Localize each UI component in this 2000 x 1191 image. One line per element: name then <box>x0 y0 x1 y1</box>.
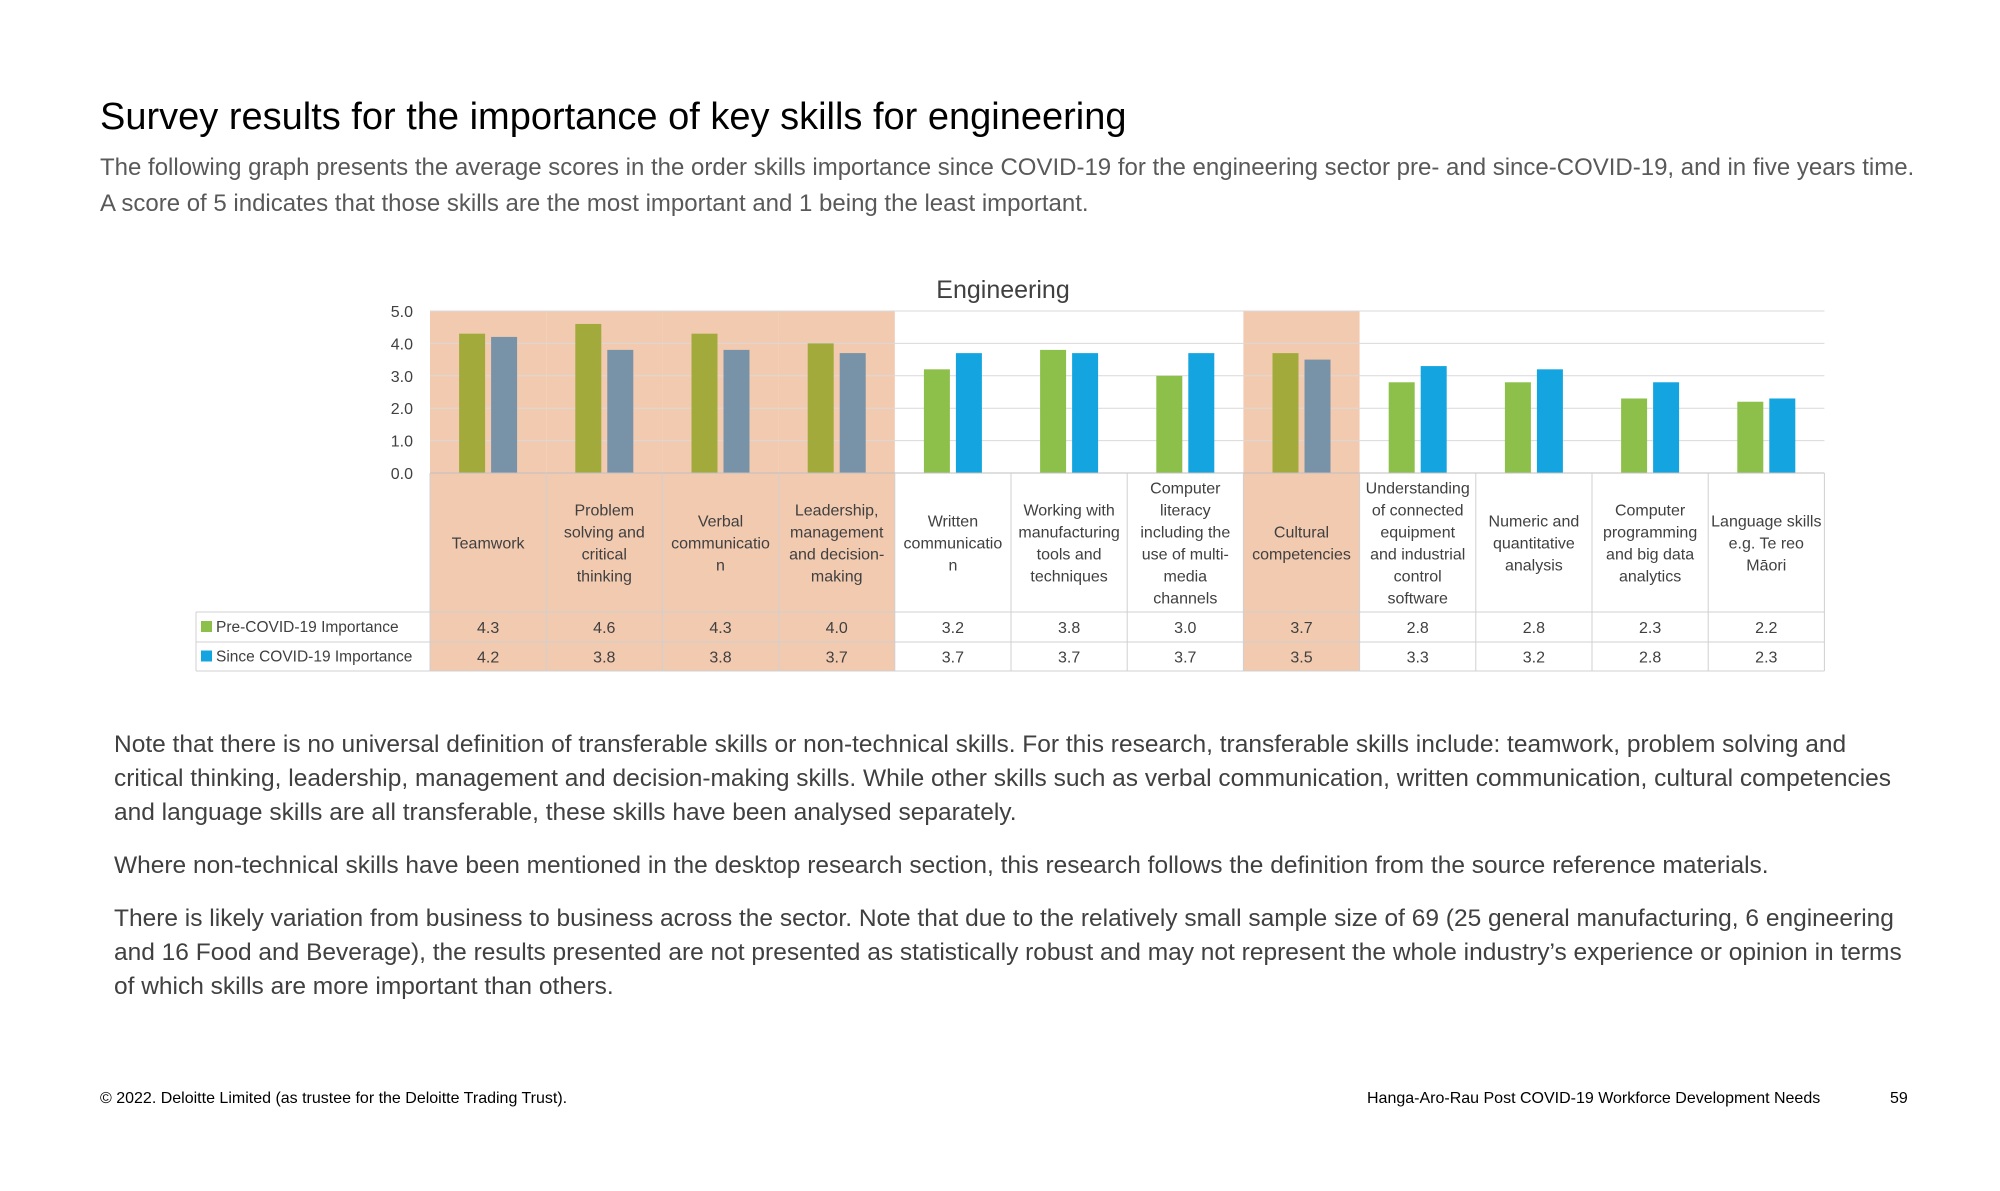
note-paragraph-desktop-research: Where non-technical skills have been men… <box>114 852 1769 879</box>
bar-since-covid <box>1536 369 1563 473</box>
category-label: Understanding of connected equipment and in… <box>1366 481 1470 608</box>
bar-pre-covid <box>1621 398 1648 473</box>
data-label: 2.3 <box>1755 650 1777 667</box>
highlight-band <box>1243 311 1360 671</box>
bar-since-covid <box>839 353 866 473</box>
category-label: Verbal communicatio n <box>671 514 770 575</box>
note-paragraph-definitions: Note that there is no universal definiti… <box>114 731 1892 826</box>
data-label: 3.5 <box>1290 650 1312 667</box>
category-label: Leadership, management and decision-making <box>789 503 884 586</box>
legend-swatch <box>201 650 212 662</box>
chart-title: Engineering <box>936 276 1069 304</box>
bar-pre-covid <box>459 333 486 473</box>
data-label: 4.6 <box>593 620 615 637</box>
y-tick-label: 1.0 <box>391 434 413 451</box>
bar-since-covid <box>1072 353 1099 473</box>
bar-since-covid <box>1653 382 1680 473</box>
data-label: 3.0 <box>1174 620 1196 637</box>
y-tick-label: 4.0 <box>391 336 413 353</box>
bar-pre-covid <box>1504 382 1531 473</box>
bar-since-covid <box>1188 353 1215 473</box>
highlight-band <box>662 311 779 671</box>
bar-since-covid <box>1420 366 1447 473</box>
y-tick-label: 5.0 <box>391 304 413 321</box>
category-label: Computer literacy including the use of mult… <box>1140 481 1230 608</box>
page-title: Survey results for the importance of key… <box>100 96 1127 138</box>
data-label: 4.0 <box>826 620 848 637</box>
page-number: 59 <box>1890 1090 1908 1107</box>
bar-since-covid <box>491 336 518 473</box>
highlight-band <box>546 311 663 671</box>
y-tick-label: 3.0 <box>391 369 413 386</box>
data-label: 3.2 <box>1523 650 1545 667</box>
data-label: 3.7 <box>1058 650 1080 667</box>
footer-copyright: © 2022. Deloitte Limited (as trustee for… <box>100 1090 568 1107</box>
category-label: Written communicatio n <box>904 514 1003 575</box>
category-label: Numeric and quantitative analysis <box>1489 514 1580 575</box>
category-label: Computer programming and big data analytics <box>1603 503 1697 586</box>
bar-pre-covid <box>1737 401 1764 473</box>
bar-since-covid <box>723 349 750 473</box>
footer-report-title: Hanga-Aro-Rau Post COVID-19 Workforce De… <box>1367 1090 1821 1107</box>
category-label: Language skills e.g. Te reo Māori <box>1711 514 1821 575</box>
bar-pre-covid <box>1388 382 1415 473</box>
y-tick-label: 0.0 <box>391 466 413 483</box>
category-label: Problem solving and critical thinking <box>564 503 645 586</box>
data-label: 3.7 <box>1174 650 1196 667</box>
bar-pre-covid <box>691 333 718 473</box>
bar-pre-covid <box>807 343 834 473</box>
legend-label: Since COVID-19 Importance <box>216 649 412 666</box>
category-label: Cultural competencies <box>1252 525 1351 564</box>
bar-pre-covid <box>923 369 950 473</box>
y-tick-label: 2.0 <box>391 401 413 418</box>
legend-swatch <box>201 621 212 632</box>
data-label: 4.3 <box>477 620 499 637</box>
category-label: Teamwork <box>452 536 526 553</box>
note-paragraph-sample-size: There is likely variation from business … <box>114 905 1902 1000</box>
data-label: 3.7 <box>826 650 848 667</box>
legend-label: Pre-COVID-19 Importance <box>216 619 399 636</box>
data-label: 3.7 <box>1290 620 1312 637</box>
data-label: 3.3 <box>1407 650 1429 667</box>
data-label: 2.2 <box>1755 620 1777 637</box>
bar-pre-covid <box>575 323 602 473</box>
data-label: 3.8 <box>1058 620 1080 637</box>
data-label: 3.7 <box>942 650 964 667</box>
bar-pre-covid <box>1156 375 1183 473</box>
data-label: 2.8 <box>1407 620 1429 637</box>
data-label: 3.2 <box>942 620 964 637</box>
data-label: 3.8 <box>593 650 615 667</box>
highlight-band <box>778 311 895 671</box>
data-label: 2.8 <box>1523 620 1545 637</box>
bar-pre-covid <box>1272 353 1299 473</box>
data-label: 3.8 <box>709 650 731 667</box>
category-label: Working with manufacturing tools and techni… <box>1018 503 1119 586</box>
data-label: 2.8 <box>1639 650 1661 667</box>
highlight-band <box>430 311 547 671</box>
bar-since-covid <box>607 349 634 473</box>
page-subtitle: The following graph presents the average… <box>100 154 1915 217</box>
bar-pre-covid <box>1040 349 1067 473</box>
data-label: 4.3 <box>709 620 731 637</box>
bar-since-covid <box>955 353 982 473</box>
notes-section: Note that there is no universal definiti… <box>114 728 1914 1023</box>
bar-since-covid <box>1304 359 1331 473</box>
bar-since-covid <box>1769 398 1796 473</box>
data-label: 4.2 <box>477 650 499 667</box>
data-label: 2.3 <box>1639 620 1661 637</box>
